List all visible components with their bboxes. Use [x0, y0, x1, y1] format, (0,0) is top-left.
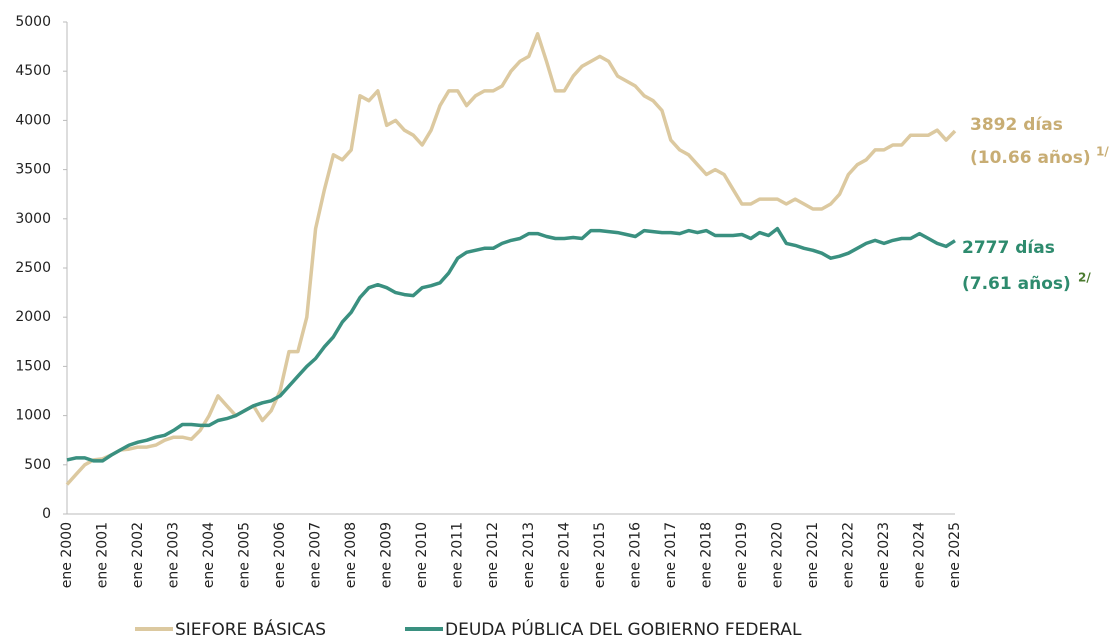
x-tick-label: ene 2006: [272, 522, 288, 588]
x-tick-label: ene 2023: [876, 522, 892, 588]
x-tick-label: ene 2021: [805, 522, 821, 588]
x-tick-label: ene 2020: [769, 522, 785, 588]
x-tick-label: ene 2011: [450, 522, 466, 588]
x-tick-label: ene 2002: [130, 522, 146, 588]
y-tick-label: 0: [42, 506, 51, 522]
y-tick-label: 2500: [15, 260, 51, 276]
line: [65, 32, 957, 486]
x-tick-label: ene 2025: [947, 522, 963, 588]
y-tick-label: 500: [24, 457, 51, 473]
x-tick-label: ene 2000: [59, 522, 75, 588]
x-tick-label: ene 2022: [840, 522, 856, 588]
y-tick-label: 1000: [15, 408, 51, 424]
legend-label: SIEFORE BÁSICAS: [175, 618, 326, 640]
y-tick-label: 4000: [15, 112, 51, 128]
x-tick-label: ene 2005: [237, 522, 253, 588]
annotation: 2/: [1078, 271, 1091, 285]
line: [66, 226, 956, 463]
annotation: 3892 días: [970, 115, 1063, 135]
legend-label: DEUDA PÚBLICA DEL GOBIERNO FEDERAL: [445, 618, 802, 640]
y-tick-label: 3500: [15, 162, 51, 178]
y-tick-label: 3000: [15, 211, 51, 227]
x-tick-label: ene 2016: [627, 522, 643, 588]
y-tick-label: 2000: [15, 309, 51, 325]
x-tick-label: ene 2003: [166, 522, 182, 588]
x-tick-label: ene 2024: [911, 522, 927, 588]
x-tick-label: ene 2009: [379, 522, 395, 588]
x-tick-label: ene 2019: [734, 522, 750, 588]
annotation: 2777 días: [962, 238, 1055, 258]
x-tick-label: ene 2014: [556, 522, 572, 588]
x-tick-label: ene 2001: [95, 522, 111, 588]
x-tick-label: ene 2013: [521, 522, 537, 588]
x-tick-label: ene 2007: [308, 522, 324, 588]
y-tick-label: 4500: [15, 63, 51, 79]
x-tick-label: ene 2018: [698, 522, 714, 588]
annotation: (10.66 años): [970, 148, 1091, 168]
y-tick-label: 1500: [15, 358, 51, 374]
x-tick-label: ene 2004: [201, 522, 217, 588]
annotation: 1/: [1096, 145, 1109, 159]
y-tick-label: 5000: [15, 14, 51, 30]
x-tick-label: ene 2012: [485, 522, 501, 588]
x-tick-label: ene 2010: [414, 522, 430, 588]
annotation: (7.61 años): [962, 274, 1071, 294]
x-tick-label: ene 2008: [343, 522, 359, 588]
x-tick-label: ene 2017: [663, 522, 679, 588]
x-tick-label: ene 2015: [592, 522, 608, 588]
